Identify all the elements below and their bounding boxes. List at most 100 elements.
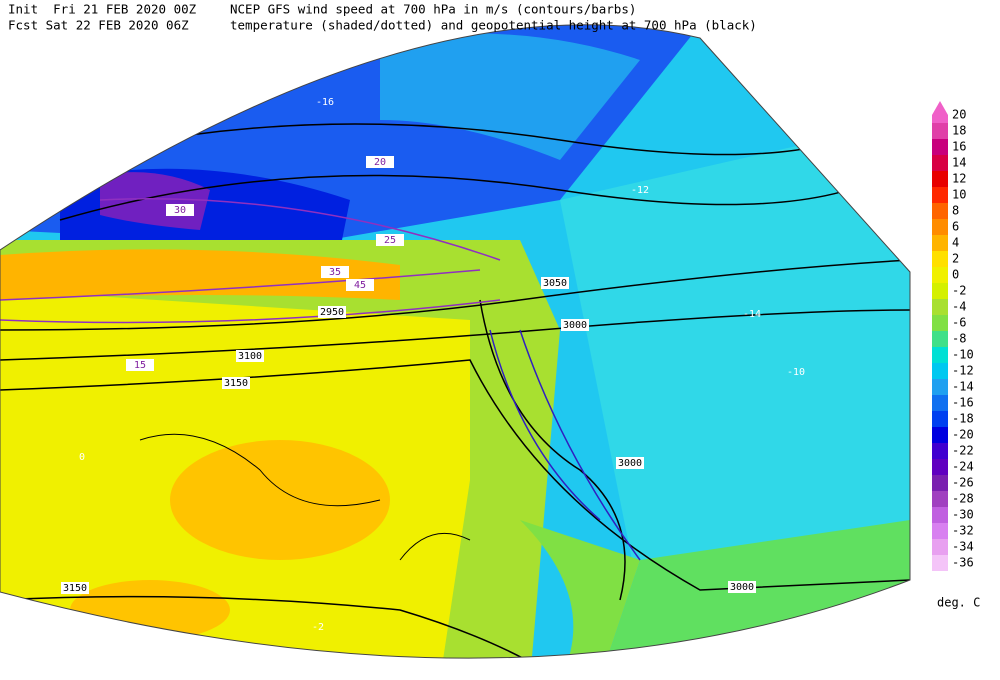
colorbar-swatch bbox=[932, 555, 948, 571]
colorbar-label: -2 bbox=[952, 284, 966, 298]
height-label: 3100 bbox=[238, 351, 262, 362]
label-box bbox=[366, 156, 394, 168]
label-box bbox=[616, 457, 644, 469]
colorbar-label: 4 bbox=[952, 236, 959, 250]
colorbar-swatch bbox=[932, 427, 948, 443]
colorbar-swatch bbox=[932, 411, 948, 427]
colorbar-swatch bbox=[932, 235, 948, 251]
height-label: 3000 bbox=[618, 458, 642, 469]
colorbar-swatch bbox=[932, 219, 948, 235]
map-title: NCEP GFS wind speed at 700 hPa in m/s (c… bbox=[230, 2, 636, 17]
colorbar-label: 18 bbox=[952, 124, 966, 138]
colorbar-label: -14 bbox=[952, 380, 974, 394]
label-box bbox=[222, 377, 250, 389]
colorbar-swatch bbox=[932, 523, 948, 539]
colorbar-swatch bbox=[932, 315, 948, 331]
forecast-time: Fcst Sat 22 FEB 2020 06Z bbox=[8, 18, 189, 33]
map-subtitle: temperature (shaded/dotted) and geopoten… bbox=[230, 18, 757, 33]
label-box bbox=[61, 582, 89, 594]
wind-speed-label: 15 bbox=[134, 360, 146, 371]
colorbar-label: -28 bbox=[952, 492, 974, 506]
temperature-label: -12 bbox=[631, 185, 649, 196]
colorbar-label: -34 bbox=[952, 540, 974, 554]
colorbar-swatch bbox=[932, 443, 948, 459]
label-box bbox=[318, 306, 346, 318]
colorbar-swatch bbox=[932, 347, 948, 363]
colorbar-swatch bbox=[932, 267, 948, 283]
label-box bbox=[346, 279, 374, 291]
colorbar-swatch bbox=[932, 203, 948, 219]
colorbar-label: 6 bbox=[952, 220, 959, 234]
colorbar-label: -20 bbox=[952, 428, 974, 442]
colorbar-swatch bbox=[932, 539, 948, 555]
temperature-label: 0 bbox=[79, 452, 85, 463]
label-box bbox=[126, 359, 154, 371]
colorbar-label: -18 bbox=[952, 412, 974, 426]
colorbar-unit: deg. C bbox=[937, 596, 980, 610]
temperature-label: -2 bbox=[312, 622, 324, 633]
label-box bbox=[321, 266, 349, 278]
colorbar-swatch bbox=[932, 139, 948, 155]
colorbar-label: -12 bbox=[952, 364, 974, 378]
colorbar-label: 12 bbox=[952, 172, 966, 186]
map-outline bbox=[0, 24, 911, 659]
height-label: 3000 bbox=[730, 582, 754, 593]
label-box bbox=[166, 204, 194, 216]
colorbar-swatch bbox=[932, 331, 948, 347]
colorbar-label: -16 bbox=[952, 396, 974, 410]
colorbar-label: -24 bbox=[952, 460, 974, 474]
colorbar-label: 2 bbox=[952, 252, 959, 266]
colorbar-swatch bbox=[932, 491, 948, 507]
temperature-label: -10 bbox=[787, 367, 805, 378]
colorbar-swatch bbox=[932, 379, 948, 395]
colorbar-label: 10 bbox=[952, 188, 966, 202]
colorbar-label: -36 bbox=[952, 556, 974, 570]
colorbar-swatch bbox=[932, 475, 948, 491]
colorbar-label: -32 bbox=[952, 524, 974, 538]
colorbar-label: -6 bbox=[952, 316, 966, 330]
wind-speed-label: 35 bbox=[329, 267, 341, 278]
temperature-label: -14 bbox=[743, 309, 761, 320]
colorbar-label: -4 bbox=[952, 300, 966, 314]
colorbar-label: -30 bbox=[952, 508, 974, 522]
height-label: 2950 bbox=[320, 307, 344, 318]
colorbar-label: 0 bbox=[952, 268, 959, 282]
colorbar-label: -22 bbox=[952, 444, 974, 458]
height-label: 3000 bbox=[563, 320, 587, 331]
colorbar-swatch bbox=[932, 115, 948, 123]
colorbar-swatch bbox=[932, 123, 948, 139]
wind-speed-label: 25 bbox=[384, 235, 396, 246]
colorbar-label: 8 bbox=[952, 204, 959, 218]
colorbar-arrow bbox=[932, 101, 948, 115]
colorbar-swatch bbox=[932, 155, 948, 171]
colorbar-label: -8 bbox=[952, 332, 966, 346]
colorbar-swatch bbox=[932, 507, 948, 523]
colorbar-swatch bbox=[932, 395, 948, 411]
colorbar-swatch bbox=[932, 187, 948, 203]
height-label: 3150 bbox=[224, 378, 248, 389]
wind-speed-label: 20 bbox=[374, 157, 386, 168]
colorbar-swatch bbox=[932, 299, 948, 315]
label-box bbox=[236, 350, 264, 362]
wind-speed-label: 30 bbox=[174, 205, 186, 216]
colorbar-swatch bbox=[932, 283, 948, 299]
colorbar-swatch bbox=[932, 171, 948, 187]
label-box bbox=[728, 581, 756, 593]
colorbar-label: 16 bbox=[952, 140, 966, 154]
init-time: Init Fri 21 FEB 2020 00Z bbox=[8, 2, 197, 17]
colorbar-label: -26 bbox=[952, 476, 974, 490]
label-box bbox=[561, 319, 589, 331]
temperature-label: -16 bbox=[316, 97, 334, 108]
colorbar-swatch bbox=[932, 251, 948, 267]
colorbar-label: 20 bbox=[952, 108, 966, 122]
label-box bbox=[541, 277, 569, 289]
label-box bbox=[376, 234, 404, 246]
colorbar-swatch bbox=[932, 363, 948, 379]
colorbar-label: 14 bbox=[952, 156, 966, 170]
colorbar-swatch bbox=[932, 459, 948, 475]
colorbar-label: -10 bbox=[952, 348, 974, 362]
height-label: 3050 bbox=[543, 278, 567, 289]
